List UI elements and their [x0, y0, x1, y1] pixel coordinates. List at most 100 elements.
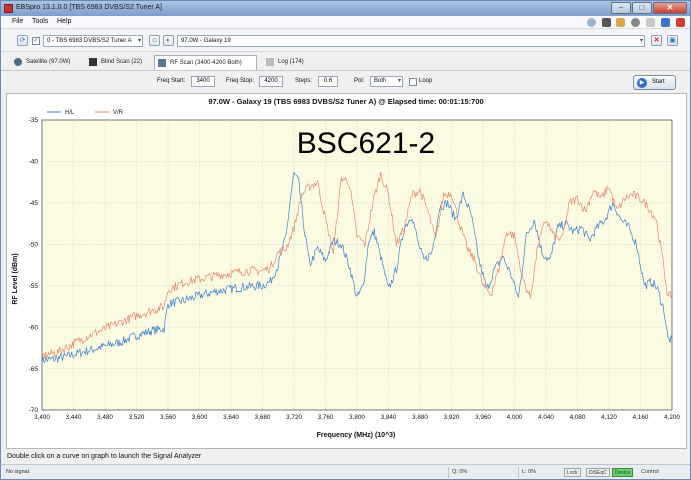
save-icon[interactable]: ▣ — [667, 35, 678, 46]
tuner-toolbar: ⟳ ✓ 0 - TBS 6983 DVBS/S2 Tuner A ▾ ⬦ ◐ 9… — [1, 30, 690, 52]
satellite-select-value: 97.0W - Galaxy 19 — [181, 38, 231, 44]
x-tick-label: 4,120 — [601, 414, 617, 421]
chart-annotation: BSC621-2 — [297, 127, 435, 160]
x-tick-label: 3,840 — [381, 414, 397, 421]
pol-label: Pol: — [354, 78, 365, 84]
y-tick-label: -40 — [29, 159, 39, 166]
blind-scan-icon — [89, 58, 97, 66]
tab-label: Satellite (97.0W) — [26, 59, 71, 65]
loop-label: Loop — [419, 78, 433, 84]
tab-bar: Satellite (97.0W) Blind Scan (22) RF Sca… — [1, 53, 690, 71]
chart-title: 97.0W - Galaxy 19 (TBS 6983 DVBS/S2 Tune… — [208, 97, 483, 106]
tab-blind-scan[interactable]: Blind Scan (22) — [86, 55, 148, 70]
scan-params: Freq Start: 3400 Freq Stop: 4200 Steps: … — [1, 72, 690, 92]
chevron-down-icon: ▾ — [639, 38, 643, 44]
series-line-v-r[interactable] — [41, 171, 673, 360]
signal-status: No signal. — [6, 469, 31, 475]
x-tick-label: 4,200 — [664, 414, 680, 421]
menu-file[interactable]: File — [12, 18, 24, 25]
x-tick-label: 4,080 — [570, 414, 586, 421]
x-tick-label: 4,040 — [538, 414, 554, 421]
x-tick-label: 3,400 — [34, 414, 50, 421]
y-tick-label: -60 — [29, 324, 39, 331]
tab-label: Blind Scan (22) — [101, 59, 143, 65]
diseqc-indicator: DiSEqC — [586, 468, 610, 477]
start-button-label: Start — [652, 79, 665, 85]
lock-indicator: Lock — [564, 468, 581, 477]
steps-input[interactable]: 0.6 — [318, 76, 338, 87]
y-tick-label: -45 — [29, 200, 39, 207]
y-tick-label: -35 — [29, 117, 39, 124]
x-axis-label: Frequency (MHz) (10^3) — [317, 431, 396, 439]
pol-select-value: Both — [374, 78, 387, 84]
tuner-enabled-checkbox[interactable]: ✓ — [32, 37, 40, 45]
dish-icon[interactable]: ◐ — [163, 35, 174, 46]
y-tick-labels: -35 -40 -45 -50 -55 -60 -65 -70 — [29, 117, 39, 414]
rf-scan-icon — [158, 59, 166, 67]
x-tick-label: 4,000 — [507, 414, 523, 421]
x-tick-label: 3,760 — [318, 414, 334, 421]
menu-bar: File Tools Help — [1, 16, 690, 29]
quality-status: Q: 0% — [448, 467, 508, 478]
gear-icon[interactable] — [631, 18, 640, 27]
menu-help[interactable]: Help — [57, 18, 72, 25]
minimize-button[interactable]: – — [611, 2, 631, 14]
x-tick-label: 3,920 — [444, 414, 460, 421]
tab-label: RF Scan (3400-4200 Both) — [170, 60, 242, 66]
exit-icon[interactable] — [676, 18, 685, 27]
search-icon[interactable] — [587, 18, 596, 27]
satellite-icon — [14, 58, 22, 66]
window-title: EBSpro 13.1.0.0 [TBS 6983 DVBS/S2 Tuner … — [16, 4, 162, 11]
x-tick-label: 3,480 — [97, 414, 113, 421]
chevron-down-icon: ▾ — [137, 38, 141, 44]
tab-rf-scan[interactable]: RF Scan (3400-4200 Both) — [154, 55, 257, 70]
satellite-select[interactable]: 97.0W - Galaxy 19 ▾ — [177, 35, 645, 47]
control-indicator[interactable]: Control — [641, 469, 659, 475]
refresh-icon[interactable]: ⟳ — [17, 35, 28, 46]
folder-icon[interactable] — [616, 18, 625, 27]
freq-start-label: Freq Start: — [157, 78, 186, 84]
x-tick-label: 3,520 — [129, 414, 145, 421]
hint-text: Double click on a curve on graph to laun… — [7, 453, 202, 460]
y-tick-label: -65 — [29, 366, 39, 373]
steps-label: Steps: — [295, 78, 313, 84]
legend-label: H/L — [65, 110, 75, 116]
x-tick-label: 3,440 — [66, 414, 82, 421]
tab-satellite[interactable]: Satellite (97.0W) — [11, 55, 79, 70]
x-tick-label: 3,560 — [160, 414, 176, 421]
delete-icon[interactable]: ✕ — [651, 35, 662, 46]
app-icon — [4, 4, 13, 13]
info-icon[interactable] — [661, 18, 670, 27]
x-tick-labels: 3,400 3,440 3,480 3,520 3,560 3,600 3,640 3,680… — [34, 414, 680, 421]
device-indicator: Device — [612, 468, 634, 477]
x-tick-label: 3,600 — [192, 414, 208, 421]
legend-label: V/R — [113, 110, 124, 116]
freq-start-input[interactable]: 3400 — [191, 76, 215, 87]
start-button[interactable]: ▶ Start — [633, 75, 676, 90]
series-lines[interactable] — [41, 171, 673, 365]
tuner-select-value: 0 - TBS 6983 DVBS/S2 Tuner A — [47, 38, 132, 44]
y-tick-label: -70 — [29, 407, 39, 414]
close-window-button[interactable]: ✕ — [653, 2, 687, 14]
tools-icon[interactable] — [602, 18, 611, 27]
rf-scan-chart[interactable]: 3,400 3,440 3,480 3,520 3,560 3,600 3,640 3,680… — [7, 94, 686, 448]
disk-icon[interactable] — [646, 18, 655, 27]
freq-stop-label: Freq Stop: — [226, 78, 255, 84]
x-tick-label: 3,720 — [286, 414, 302, 421]
pol-select[interactable]: Both ▾ — [370, 76, 403, 87]
menu-tools[interactable]: Tools — [32, 18, 49, 25]
loop-checkbox[interactable] — [409, 78, 417, 86]
play-icon: ▶ — [637, 78, 647, 88]
tab-log[interactable]: Log (174) — [263, 55, 311, 70]
x-tick-label: 3,960 — [475, 414, 491, 421]
y-tick-label: -55 — [29, 283, 39, 290]
rf-scan-chart-panel: 3,400 3,440 3,480 3,520 3,560 3,600 3,640 3,680… — [6, 93, 687, 449]
satellite-connect-icon[interactable]: ⬦ — [149, 35, 160, 46]
chevron-down-icon: ▾ — [397, 78, 401, 84]
maximize-button[interactable]: □ — [632, 2, 652, 14]
tuner-select[interactable]: 0 - TBS 6983 DVBS/S2 Tuner A ▾ — [43, 35, 143, 47]
x-tick-label: 4,160 — [633, 414, 649, 421]
freq-stop-input[interactable]: 4200 — [259, 76, 283, 87]
x-tick-label: 3,640 — [223, 414, 239, 421]
series-line-h-l[interactable] — [41, 171, 673, 365]
